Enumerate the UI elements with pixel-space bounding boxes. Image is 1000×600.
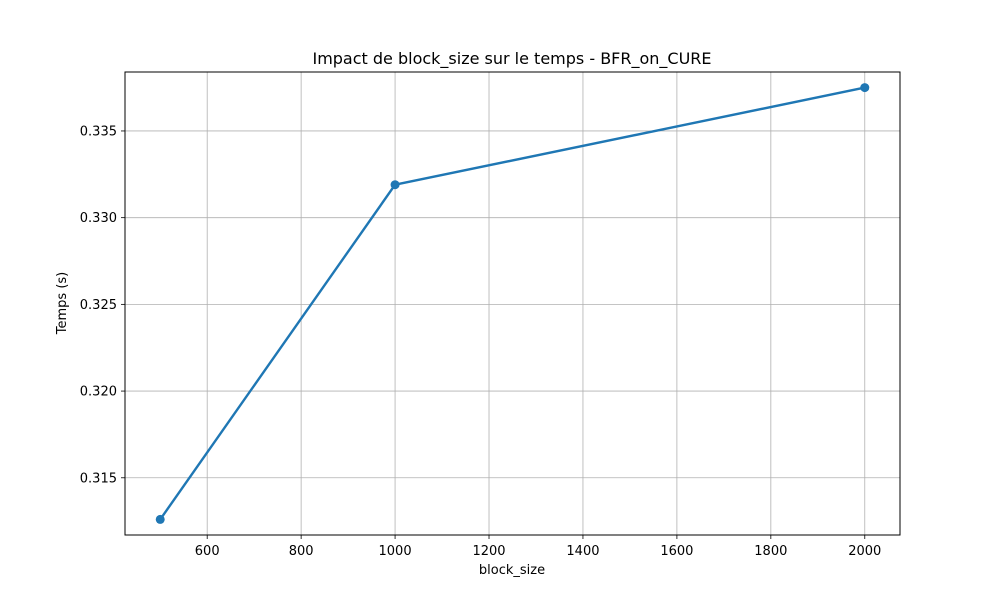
y-axis-label: Temps (s) (55, 272, 70, 335)
y-tick-label: 0.315 (80, 471, 117, 486)
y-tick-label: 0.325 (80, 298, 117, 313)
x-axis-ticks: 600 800 1000 1200 1400 1600 1800 2000 (195, 535, 881, 559)
x-tick-label: 1600 (660, 544, 693, 559)
x-tick-label: 800 (289, 544, 314, 559)
data-point (860, 83, 870, 93)
x-tick-label: 600 (195, 544, 220, 559)
chart-title: Impact de block_size sur le temps - BFR_… (312, 49, 711, 69)
x-tick-label: 1200 (472, 544, 505, 559)
data-point (390, 180, 400, 190)
x-tick-label: 1800 (754, 544, 787, 559)
y-tick-label: 0.330 (80, 211, 117, 226)
x-axis-label: block_size (479, 563, 545, 578)
series-layer (155, 83, 870, 524)
y-tick-label: 0.320 (80, 385, 117, 400)
x-tick-label: 1000 (379, 544, 412, 559)
y-tick-label: 0.335 (80, 124, 117, 139)
x-tick-label: 1400 (566, 544, 599, 559)
plot-frame (124, 71, 901, 536)
y-axis-ticks: 0.315 0.320 0.325 0.330 0.335 (80, 124, 125, 486)
x-tick-label: 2000 (848, 544, 881, 559)
data-point (155, 514, 165, 524)
grid (125, 72, 900, 535)
